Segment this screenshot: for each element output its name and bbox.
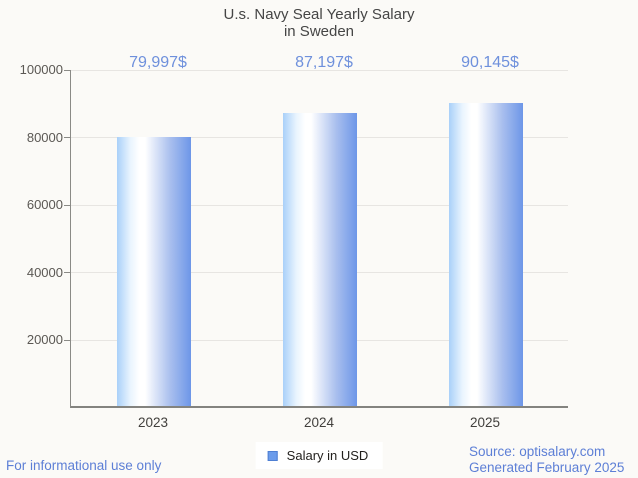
y-axis-tick xyxy=(64,204,70,206)
y-axis-tick xyxy=(64,272,70,274)
legend: Salary in USD xyxy=(255,442,383,469)
chart-title: U.s. Navy Seal Yearly Salary in Sweden xyxy=(0,6,638,40)
bar-2023 xyxy=(117,137,191,406)
plot-area: 20000 40000 60000 80000 100000 xyxy=(20,63,568,408)
chart-title-line1: U.s. Navy Seal Yearly Salary xyxy=(223,6,415,23)
source-text: Source: optisalary.com xyxy=(469,444,606,459)
y-axis-tick xyxy=(64,137,70,139)
bar-2024 xyxy=(283,113,357,406)
chart-title-line2: in Sweden xyxy=(283,23,355,40)
y-axis-label-40000: 40000 xyxy=(26,264,63,280)
gridline-100000 xyxy=(71,69,568,71)
generated-text: Generated February 2025 xyxy=(469,460,625,475)
y-axis-label-80000: 80000 xyxy=(26,129,63,145)
y-axis-tick xyxy=(64,69,70,71)
value-label-2023: 79,997$ xyxy=(129,54,187,71)
value-label-2025: 90,145$ xyxy=(461,54,519,71)
bar-2025 xyxy=(449,103,523,406)
x-axis-label-2025: 2025 xyxy=(469,415,501,430)
y-axis-label-60000: 60000 xyxy=(26,197,63,213)
legend-swatch-icon xyxy=(267,450,278,461)
y-axis-label-20000: 20000 xyxy=(26,332,63,348)
disclaimer-text: For informational use only xyxy=(6,458,162,473)
source-attribution: Source: optisalary.com Generated Februar… xyxy=(469,444,624,476)
y-axis-tick xyxy=(64,339,70,341)
y-axis-label-100000: 100000 xyxy=(19,62,63,77)
value-label-2024: 87,197$ xyxy=(295,54,353,71)
x-axis-label-2023: 2023 xyxy=(137,415,169,430)
legend-label: Salary in USD xyxy=(286,448,369,463)
x-axis-label-2024: 2024 xyxy=(303,415,335,430)
